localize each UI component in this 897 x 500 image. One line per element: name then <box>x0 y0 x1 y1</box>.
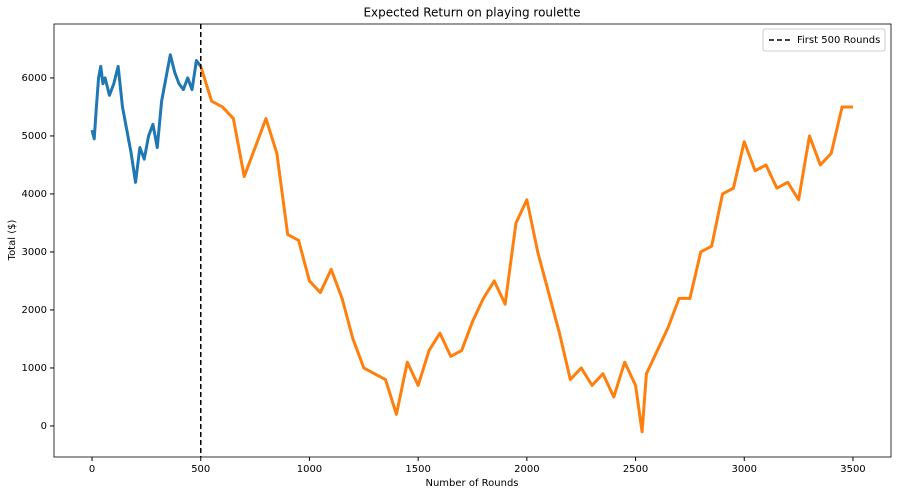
y-tick-label: 3000 <box>22 247 47 258</box>
x-tick-label: 500 <box>191 464 210 475</box>
y-tick-label: 1000 <box>22 363 47 374</box>
y-tick-label: 4000 <box>22 189 47 200</box>
x-tick-label: 0 <box>89 464 95 475</box>
plot-frame <box>53 23 892 458</box>
legend-box <box>762 28 886 52</box>
chart-title: Expected Return on playing roulette <box>363 6 580 20</box>
y-tick-label: 2000 <box>22 305 47 316</box>
x-tick-label: 1000 <box>297 464 322 475</box>
y-axis-label: Total ($) <box>7 220 18 262</box>
x-axis-label: Number of Rounds <box>425 478 518 489</box>
x-tick-label: 3500 <box>840 464 865 475</box>
y-tick-label: 5000 <box>22 131 47 142</box>
x-tick-label: 2500 <box>623 464 648 475</box>
line-series <box>90 53 202 184</box>
legend-label: First 500 Rounds <box>797 35 880 46</box>
y-tick-label: 6000 <box>22 73 47 84</box>
x-tick-label: 3000 <box>732 464 757 475</box>
x-tick-label: 2000 <box>514 464 539 475</box>
x-tick-label: 1500 <box>405 464 430 475</box>
y-tick-label: 0 <box>41 421 47 432</box>
line-series <box>199 65 853 434</box>
